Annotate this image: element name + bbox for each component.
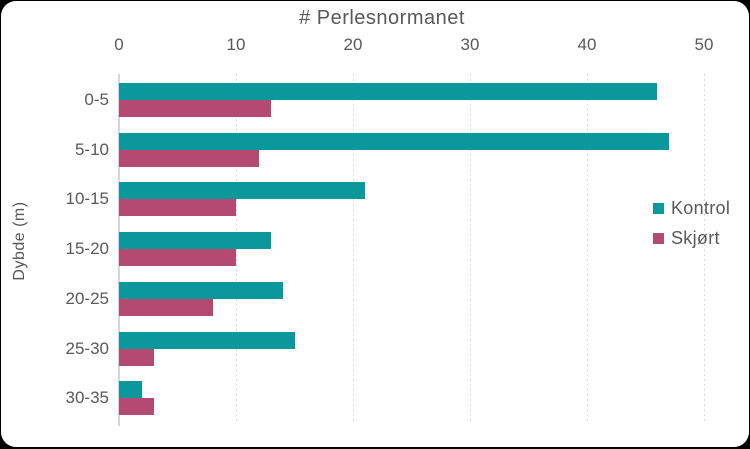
bar-skjort-30-35: [119, 398, 154, 415]
x-tick-10: 10: [227, 35, 246, 55]
category-label-20-25: 20-25: [31, 289, 109, 309]
bar-skjort-15-20: [119, 249, 236, 266]
bar-kontrol-30-35: [119, 381, 142, 398]
category-label-0-5: 0-5: [31, 90, 109, 110]
legend-item-kontrol: Kontrol: [653, 193, 730, 223]
x-tick-20: 20: [344, 35, 363, 55]
bar-kontrol-20-25: [119, 282, 283, 299]
x-tick-50: 50: [695, 35, 714, 55]
x-tick-40: 40: [578, 35, 597, 55]
category-label-5-10: 5-10: [31, 140, 109, 160]
legend-swatch-skjort-icon: [653, 233, 664, 244]
bar-skjort-5-10: [119, 150, 259, 167]
gridline-40: [587, 74, 588, 422]
bar-kontrol-5-10: [119, 133, 669, 150]
category-label-10-15: 10-15: [31, 189, 109, 209]
legend-label-kontrol: Kontrol: [671, 198, 730, 219]
gridline-20: [353, 74, 354, 422]
category-label-25-30: 25-30: [31, 339, 109, 359]
bar-skjort-25-30: [119, 349, 154, 366]
category-label-30-35: 30-35: [31, 388, 109, 408]
legend-swatch-kontrol-icon: [653, 203, 664, 214]
gridline-30: [470, 74, 471, 422]
category-label-15-20: 15-20: [31, 239, 109, 259]
bar-skjort-0-5: [119, 100, 271, 117]
bar-skjort-10-15: [119, 199, 236, 216]
bar-kontrol-0-5: [119, 83, 657, 100]
legend-label-skjort: Skjørt: [671, 228, 720, 249]
x-tick-30: 30: [461, 35, 480, 55]
bar-kontrol-10-15: [119, 182, 365, 199]
legend: Kontrol Skjørt: [653, 193, 730, 253]
x-tick-0: 0: [114, 35, 123, 55]
bar-skjort-20-25: [119, 299, 213, 316]
bar-kontrol-25-30: [119, 332, 295, 349]
legend-item-skjort: Skjørt: [653, 223, 730, 253]
bar-kontrol-15-20: [119, 232, 271, 249]
